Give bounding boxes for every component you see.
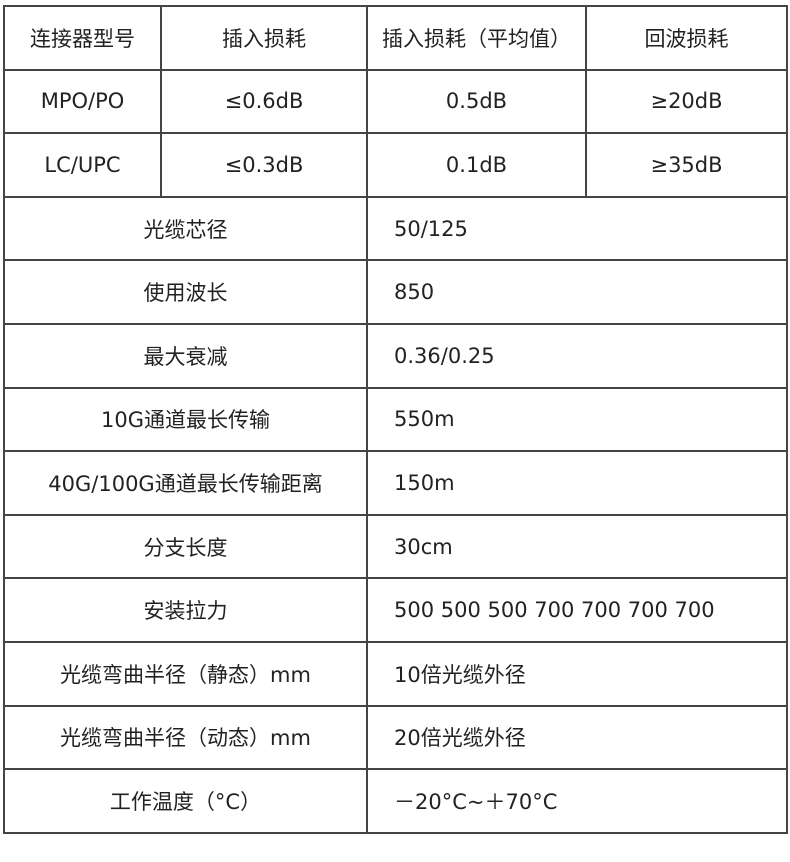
connector-row: MPO/PO ≤0.6dB 0.5dB ≥20dB [3, 68, 788, 135]
spec-value: 850 [366, 259, 788, 325]
header-cell: 插入损耗（平均值） [366, 5, 587, 71]
spec-label: 最大衰减 [3, 322, 368, 389]
spec-row: 光缆芯径 50/125 [3, 195, 788, 262]
spec-row: 光缆弯曲半径（静态）mm 10倍光缆外径 [3, 640, 788, 707]
connector-cell: ≥35dB [585, 132, 788, 198]
header-cell: 回波损耗 [585, 5, 788, 71]
spec-row: 安装拉力 500 500 500 700 700 700 700 [3, 577, 788, 643]
spec-value: 30cm [366, 513, 788, 580]
spec-label: 40G/100G通道最长传输距离 [3, 450, 368, 516]
spec-row: 40G/100G通道最长传输距离 150m [3, 450, 788, 516]
spec-label: 光缆弯曲半径（静态）mm [3, 640, 368, 707]
spec-label: 10G通道最长传输 [3, 386, 368, 453]
spec-label: 光缆芯径 [3, 195, 368, 262]
connector-cell: 0.5dB [366, 68, 587, 135]
spec-label: 工作温度（°C） [3, 768, 368, 834]
connector-cell: LC/UPC [3, 132, 162, 198]
spec-label: 光缆弯曲半径（动态）mm [3, 704, 368, 771]
spec-value: 50/125 [366, 195, 788, 262]
connector-cell: MPO/PO [3, 68, 162, 135]
connector-cell: ≤0.3dB [160, 132, 368, 198]
spec-row: 使用波长 850 [3, 259, 788, 325]
header-cell: 插入损耗 [160, 5, 368, 71]
spec-label: 使用波长 [3, 259, 368, 325]
header-row: 连接器型号 插入损耗 插入损耗（平均值） 回波损耗 [3, 5, 788, 71]
spec-value: 20倍光缆外径 [366, 704, 788, 771]
header-cell: 连接器型号 [3, 5, 162, 71]
connector-cell: ≥20dB [585, 68, 788, 135]
spec-row: 10G通道最长传输 550m [3, 386, 788, 453]
spec-label: 分支长度 [3, 513, 368, 580]
connector-row: LC/UPC ≤0.3dB 0.1dB ≥35dB [3, 132, 788, 198]
spec-value: 550m [366, 386, 788, 453]
spec-row: 光缆弯曲半径（动态）mm 20倍光缆外径 [3, 704, 788, 771]
spec-value: －20°C~＋70°C [366, 768, 788, 834]
spec-row: 最大衰减 0.36/0.25 [3, 322, 788, 389]
spec-label: 安装拉力 [3, 577, 368, 643]
spec-table: 连接器型号 插入损耗 插入损耗（平均值） 回波损耗 MPO/PO ≤0.6dB 0.… [3, 5, 788, 834]
spec-row: 工作温度（°C） －20°C~＋70°C [3, 768, 788, 834]
connector-cell: ≤0.6dB [160, 68, 368, 135]
spec-value: 500 500 500 700 700 700 700 [366, 577, 788, 643]
connector-cell: 0.1dB [366, 132, 587, 198]
spec-table-body: 连接器型号 插入损耗 插入损耗（平均值） 回波损耗 MPO/PO ≤0.6dB 0.… [3, 5, 788, 834]
spec-value: 150m [366, 450, 788, 516]
spec-value: 0.36/0.25 [366, 322, 788, 389]
spec-value: 10倍光缆外径 [366, 640, 788, 707]
spec-row: 分支长度 30cm [3, 513, 788, 580]
